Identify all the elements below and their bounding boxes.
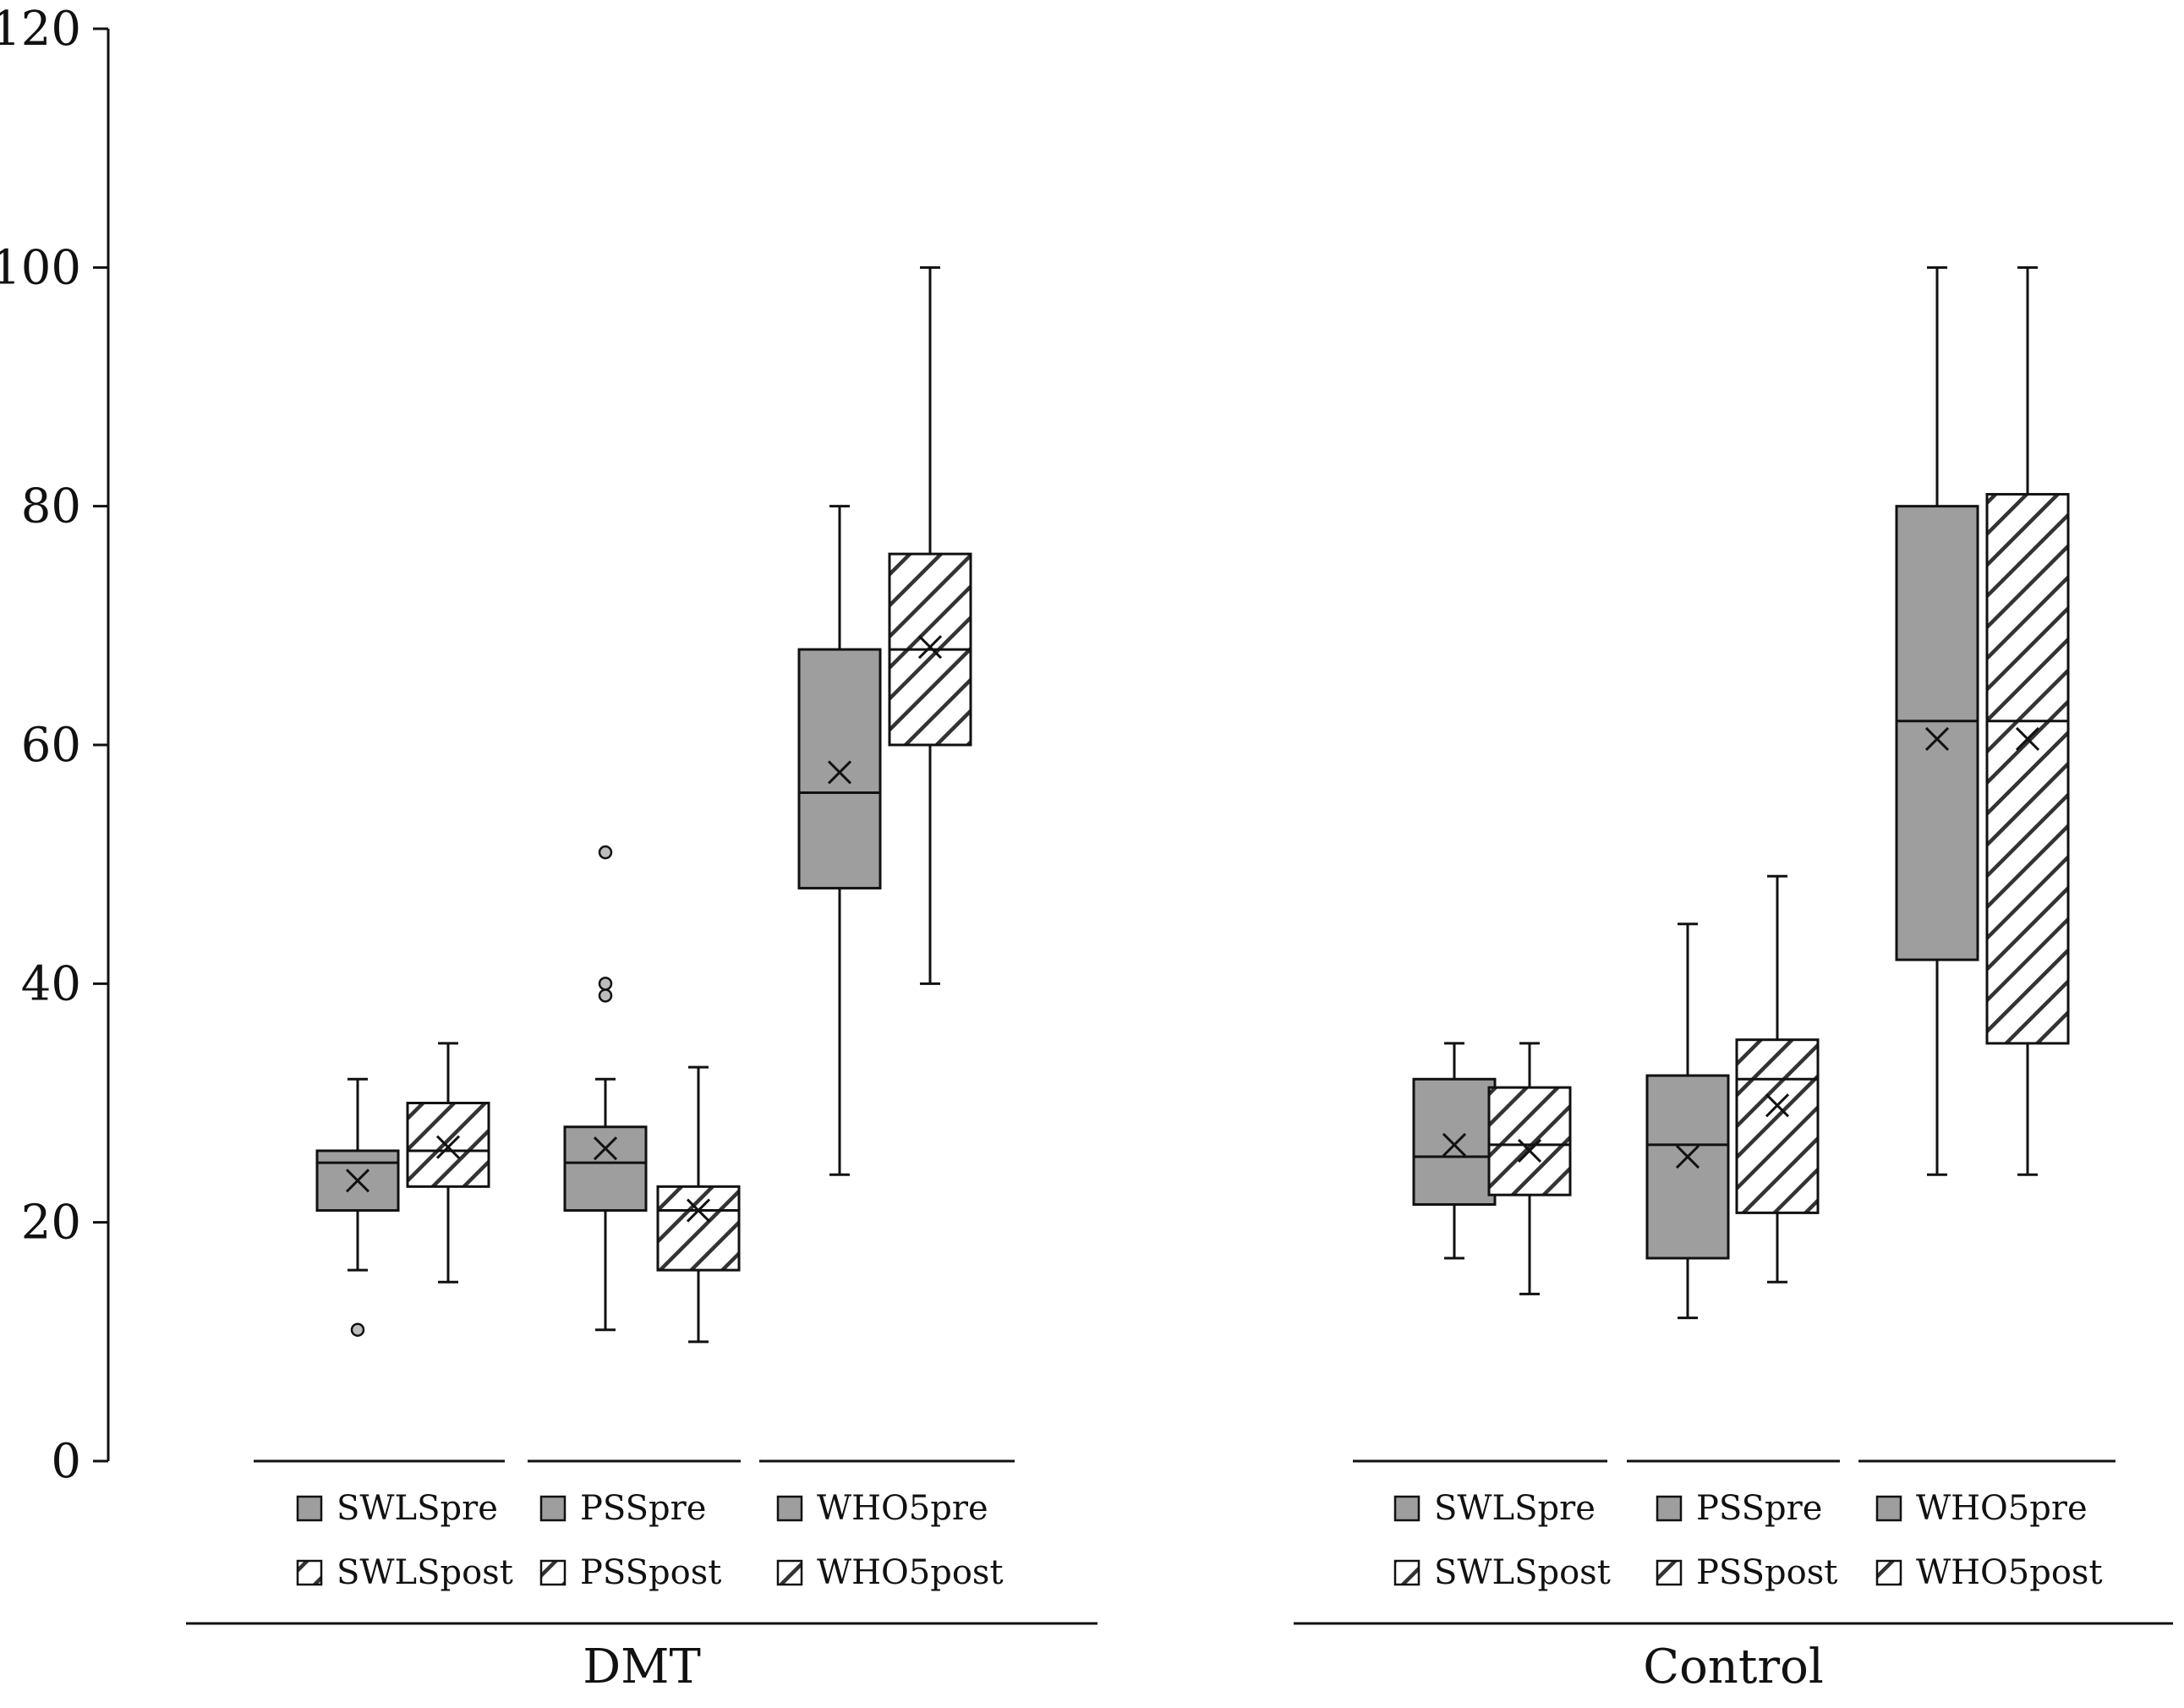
iqr-box (1412, 1077, 1497, 1206)
group-control (1412, 266, 2070, 1320)
mean-marker (345, 1169, 370, 1193)
mean-marker (917, 635, 943, 660)
iqr-box (406, 1102, 490, 1188)
iqr-box (1985, 493, 2070, 1045)
legend: SWLSpre SWLSpost PSSpre PSSpost WHO5pre WHO5p… (186, 1459, 2173, 1694)
y-tick-label: 40 (21, 956, 81, 1011)
legend-swatch-swlspost (1393, 1559, 1420, 1586)
y-tick-label: 20 (21, 1196, 81, 1251)
mean-marker (593, 1136, 618, 1161)
mean-marker (827, 760, 852, 785)
iqr-box (1645, 1074, 1730, 1260)
legend-label-psspost: PSSpost (580, 1553, 721, 1592)
y-tick-label: 60 (21, 718, 81, 773)
y-tick-label: 100 (0, 240, 81, 295)
legend-swatch-swlspost (296, 1559, 323, 1586)
iqr-box (797, 648, 882, 890)
legend-label-swlspost: SWLSpost (337, 1553, 513, 1592)
outlier-point (350, 1322, 365, 1337)
mean-marker (2015, 726, 2040, 752)
legend-swatch-psspre (1656, 1495, 1683, 1522)
outlier-point (598, 845, 613, 860)
box-swlspre (1412, 1042, 1497, 1260)
legend-label-psspre: PSSpre (580, 1489, 706, 1528)
iqr-box (1487, 1086, 1572, 1196)
legend-swatch-psspost (1656, 1559, 1683, 1586)
group-label-dmt: DMT (583, 1640, 701, 1694)
box-swlspre (315, 1077, 400, 1337)
mean-marker (1765, 1093, 1790, 1118)
legend-label-who5pre: WHO5pre (817, 1489, 988, 1528)
legend-swatch-who5post (1875, 1559, 1902, 1586)
legend-swatch-swlspre (296, 1495, 323, 1522)
box-who5post (1985, 266, 2070, 1176)
legend-swatch-swlspre (1393, 1495, 1420, 1522)
mean-marker (686, 1198, 711, 1223)
mean-marker (1517, 1138, 1542, 1163)
box-who5post (888, 266, 972, 985)
legend-swatch-psspre (539, 1495, 567, 1522)
legend-label-swlspost: SWLSpost (1434, 1553, 1611, 1592)
legend-swatch-who5pre (1875, 1495, 1902, 1522)
legend-label-psspre: PSSpre (1696, 1489, 1822, 1528)
box-who5pre (1895, 266, 1979, 1176)
legend-swatch-who5pre (776, 1495, 803, 1522)
mean-marker (435, 1135, 461, 1159)
legend-label-swlspre: SWLSpre (337, 1489, 498, 1528)
mean-marker (1675, 1144, 1700, 1169)
y-tick-label: 120 (0, 2, 81, 57)
legend-label-who5pre: WHO5pre (1916, 1489, 2088, 1528)
mean-marker (1924, 726, 1950, 752)
mean-marker (1442, 1132, 1467, 1157)
box-psspost (1735, 874, 1820, 1284)
outlier-point (598, 977, 613, 991)
y-tick-label: 0 (51, 1434, 81, 1489)
outlier-point (598, 988, 613, 1003)
legend-label-psspost: PSSpost (1696, 1553, 1837, 1592)
box-swlspost (1487, 1042, 1572, 1295)
y-tick-label: 80 (21, 479, 81, 534)
box-who5pre (797, 505, 882, 1176)
legend-swatch-psspost (539, 1559, 567, 1586)
legend-label-who5post: WHO5post (1916, 1553, 2103, 1592)
legend-swatch-who5post (776, 1559, 803, 1586)
iqr-box (656, 1185, 741, 1272)
box-psspre (563, 845, 648, 1332)
group-label-control: Control (1643, 1640, 1824, 1694)
box-psspost (656, 1065, 741, 1344)
legend-label-who5post: WHO5post (817, 1553, 1004, 1592)
y-axis: 0 20 40 60 80 100 120 (0, 2, 110, 1489)
box-swlspost (406, 1042, 490, 1284)
box-psspre (1645, 922, 1730, 1320)
legend-label-swlspre: SWLSpre (1434, 1489, 1596, 1528)
iqr-box (1895, 505, 1979, 961)
iqr-box (1735, 1038, 1820, 1214)
group-dmt (315, 266, 972, 1344)
iqr-box (563, 1125, 648, 1213)
plot-area (315, 266, 2070, 1344)
